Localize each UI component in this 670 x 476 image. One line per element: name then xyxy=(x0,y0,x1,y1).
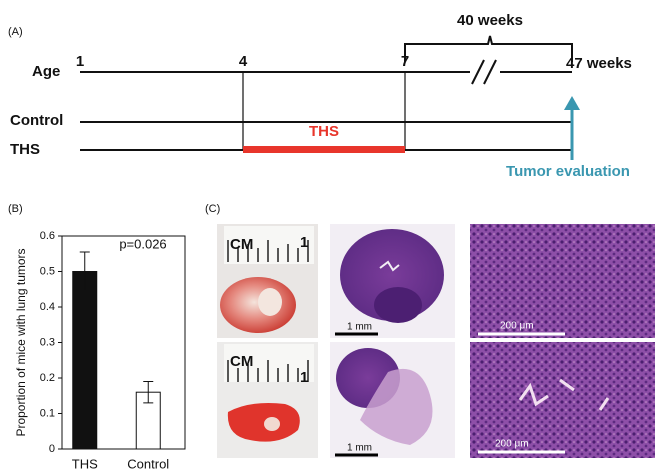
interval-brace xyxy=(404,35,573,62)
gross-photo xyxy=(217,224,318,458)
ruler-unit: CM xyxy=(230,353,253,370)
scale-label: 200 μm xyxy=(495,439,529,450)
panel-label: (C) xyxy=(205,203,220,215)
interval-label: 40 weeks xyxy=(457,12,523,29)
scale-label: 1 mm xyxy=(347,322,372,333)
y-tick-label: 0.5 xyxy=(40,265,55,277)
ruler-unit: CM xyxy=(230,236,253,253)
high-mag-histology xyxy=(470,224,655,458)
axis-label: Age xyxy=(32,63,60,80)
error-bar xyxy=(79,251,90,292)
panel-label: (A) xyxy=(8,26,23,38)
endpoint-label: Tumor evaluation xyxy=(506,163,630,180)
y-tick-label: 0.6 xyxy=(40,230,55,242)
y-tick-label: 0.4 xyxy=(40,301,55,313)
y-axis-label: Proportion of mice with lung tumors xyxy=(14,248,28,436)
panel-label: (B) xyxy=(8,203,23,215)
low-mag-histology xyxy=(330,224,455,458)
row-label: Control xyxy=(10,112,63,129)
x-tick-label: THS xyxy=(72,456,98,471)
exposure-label: THS xyxy=(309,123,339,140)
y-tick-label: 0 xyxy=(49,443,55,455)
scale-label: 1 mm xyxy=(347,443,372,454)
arrow-head xyxy=(564,96,580,110)
y-tick-label: 0.3 xyxy=(40,336,55,348)
age-tick: 47 weeks xyxy=(566,55,632,72)
age-tick: 4 xyxy=(239,53,248,70)
ruler-number: 1 xyxy=(300,369,308,386)
scale-label: 200 μm xyxy=(500,321,534,332)
break-mark xyxy=(483,59,497,85)
bar xyxy=(72,271,98,450)
y-tick-label: 0.1 xyxy=(40,407,55,419)
ruler-number: 1 xyxy=(300,234,308,251)
annotation: p=0.026 xyxy=(119,236,166,251)
exposure-bar xyxy=(243,146,405,153)
bar-chart: 0 0.1 0.2 0.3 0.4 0.5 0.6 Proportion of mice wi… xyxy=(14,230,186,471)
bar xyxy=(135,391,161,450)
age-tick: 1 xyxy=(76,53,84,70)
row-label: THS xyxy=(10,141,40,158)
x-tick-label: Control xyxy=(127,456,169,471)
y-tick-label: 0.2 xyxy=(40,372,55,384)
break-mark xyxy=(471,59,485,85)
error-bar xyxy=(143,381,154,404)
